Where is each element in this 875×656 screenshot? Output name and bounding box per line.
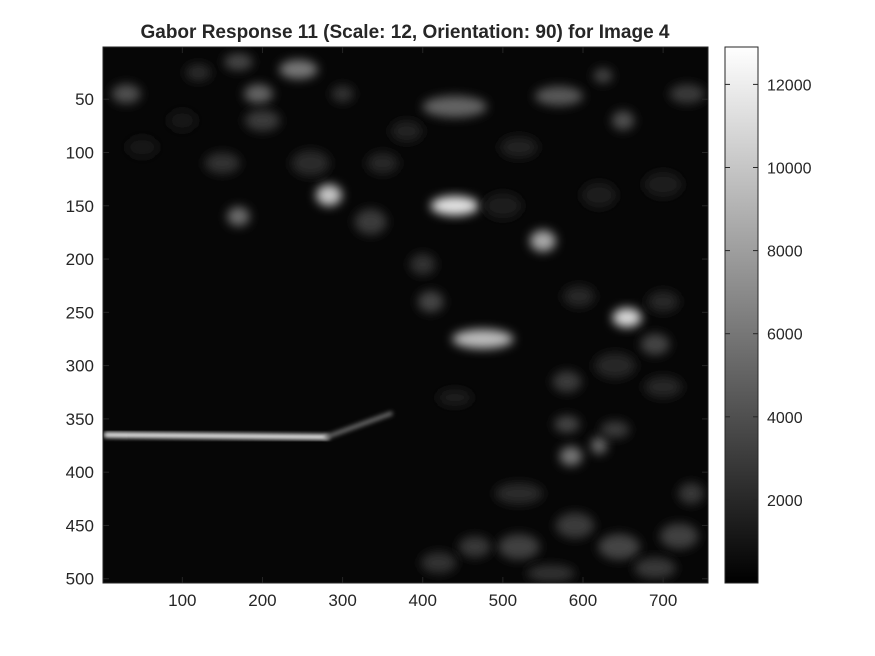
heatmap-blob xyxy=(495,483,543,504)
heatmap-blob xyxy=(560,447,582,466)
heatmap-blob xyxy=(355,209,387,235)
heatmap-blob xyxy=(563,286,595,307)
heatmap-blob xyxy=(634,557,676,578)
heatmap-blob xyxy=(598,534,640,560)
heatmap-blob xyxy=(678,483,704,504)
heatmap-blob xyxy=(484,193,522,219)
colorbar-tick-label: 6000 xyxy=(767,327,803,344)
x-tick-label: 700 xyxy=(649,591,677,610)
heatmap-blob xyxy=(644,172,682,198)
x-tick-label: 600 xyxy=(569,591,597,610)
heatmap-blob xyxy=(205,152,240,173)
heatmap-blob xyxy=(660,523,698,549)
y-tick-label: 50 xyxy=(75,90,94,109)
y-tick-label: 150 xyxy=(66,197,94,216)
heatmap-blob xyxy=(331,85,353,102)
heatmap-blob xyxy=(431,196,479,215)
heatmap-blob xyxy=(613,308,642,327)
heatmap-blob xyxy=(227,207,249,226)
heatmap-blob xyxy=(186,64,212,81)
heatmap-blob xyxy=(644,376,682,397)
heatmap-blob xyxy=(421,552,456,573)
heatmap-blob xyxy=(316,184,342,205)
heatmap-blob xyxy=(554,416,580,433)
heatmap-blob xyxy=(594,353,636,379)
heatmap-blob xyxy=(367,152,399,173)
heatmap-blob xyxy=(410,254,436,275)
colorbar-tick-label: 10000 xyxy=(767,160,812,177)
heatmap-blob xyxy=(612,111,634,130)
colorbar-tick-label: 4000 xyxy=(767,410,803,427)
x-tick-label: 500 xyxy=(489,591,517,610)
heatmap-blob xyxy=(418,291,444,312)
heatmap-blob xyxy=(168,110,197,131)
heatmap-blob xyxy=(423,96,487,117)
colorbar xyxy=(725,47,758,583)
colorbar-tick-label: 2000 xyxy=(767,493,803,510)
heatmap-blob xyxy=(126,137,158,158)
heatmap-blob xyxy=(245,110,280,131)
y-tick-label: 350 xyxy=(66,410,94,429)
heatmap-blob xyxy=(244,84,273,103)
heatmap-blob xyxy=(601,421,630,438)
heatmap-blob xyxy=(459,536,491,557)
heatmap-blob xyxy=(279,60,317,79)
y-tick-label: 500 xyxy=(66,570,94,589)
heatmap-blob xyxy=(553,371,582,392)
x-tick-label: 200 xyxy=(248,591,276,610)
heatmap-blob xyxy=(530,230,556,251)
heatmap-blob xyxy=(591,437,607,454)
heatmap-blob xyxy=(112,84,141,103)
heatmap-blob xyxy=(641,334,670,355)
heatmap-blob xyxy=(527,565,575,582)
heatmap-blob xyxy=(593,68,612,83)
chart-title: Gabor Response 11 (Scale: 12, Orientatio… xyxy=(140,22,669,43)
heatmap-blob xyxy=(224,53,253,70)
heatmap-blob xyxy=(670,84,705,103)
heatmap-blob xyxy=(498,534,540,560)
colorbar-tick-label: 12000 xyxy=(767,77,812,94)
y-tick-label: 100 xyxy=(66,143,94,162)
heatmap-blob xyxy=(291,150,329,176)
y-tick-label: 250 xyxy=(66,303,94,322)
x-tick-label: 100 xyxy=(168,591,196,610)
y-tick-label: 400 xyxy=(66,463,94,482)
heatmap-blob xyxy=(391,121,423,142)
heatmap-blob xyxy=(647,291,679,312)
heatmap-blob xyxy=(556,513,594,539)
heatmap-blob xyxy=(452,329,513,348)
colorbar-tick-label: 8000 xyxy=(767,244,803,261)
y-tick-label: 450 xyxy=(66,516,94,535)
x-tick-label: 300 xyxy=(328,591,356,610)
heatmap-blob xyxy=(535,86,583,105)
heatmap-blob xyxy=(106,435,326,437)
heatmap-blob xyxy=(581,182,616,208)
x-tick-label: 400 xyxy=(409,591,437,610)
heatmap-blob xyxy=(437,389,472,406)
heatmap-blob xyxy=(500,137,538,158)
y-tick-label: 200 xyxy=(66,250,94,269)
y-tick-label: 300 xyxy=(66,357,94,376)
